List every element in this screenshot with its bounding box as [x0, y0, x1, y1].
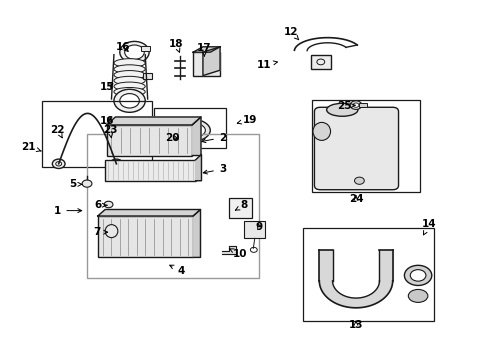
Text: 24: 24	[348, 194, 363, 204]
Text: 16: 16	[99, 116, 114, 126]
Bar	[87, 134, 259, 278]
Bar	[98, 216, 193, 257]
Text: 15: 15	[99, 82, 114, 92]
Ellipse shape	[114, 82, 145, 91]
Circle shape	[56, 162, 61, 166]
Bar	[141, 46, 149, 51]
Ellipse shape	[174, 122, 205, 138]
Bar	[41, 101, 151, 167]
Ellipse shape	[326, 103, 357, 116]
FancyBboxPatch shape	[314, 107, 398, 190]
Text: 17: 17	[197, 42, 211, 56]
Polygon shape	[193, 47, 220, 52]
Ellipse shape	[114, 76, 145, 85]
Bar	[310, 55, 330, 69]
Circle shape	[104, 201, 113, 208]
Text: 13: 13	[348, 320, 363, 330]
Text: 12: 12	[283, 27, 298, 40]
Circle shape	[349, 101, 361, 109]
Ellipse shape	[114, 87, 145, 96]
Text: 20: 20	[164, 132, 179, 143]
Ellipse shape	[114, 59, 145, 67]
Bar	[311, 100, 419, 192]
Polygon shape	[106, 117, 201, 125]
Polygon shape	[319, 281, 392, 308]
Ellipse shape	[166, 133, 181, 142]
Ellipse shape	[407, 289, 427, 302]
Circle shape	[409, 270, 425, 281]
Text: 10: 10	[229, 249, 246, 259]
Circle shape	[52, 159, 65, 168]
Polygon shape	[222, 246, 235, 254]
Ellipse shape	[114, 71, 145, 79]
Text: 23: 23	[102, 125, 117, 138]
Text: 8: 8	[235, 200, 247, 210]
Bar	[154, 108, 226, 148]
Bar	[303, 228, 433, 321]
Text: 2: 2	[202, 132, 225, 143]
Ellipse shape	[169, 119, 210, 142]
Text: 1: 1	[54, 206, 81, 216]
Ellipse shape	[312, 122, 330, 140]
Polygon shape	[195, 154, 201, 181]
Polygon shape	[379, 250, 392, 281]
Circle shape	[352, 103, 358, 107]
Text: 25: 25	[337, 101, 354, 111]
Circle shape	[120, 41, 149, 63]
Circle shape	[124, 45, 144, 59]
Polygon shape	[192, 117, 201, 156]
Bar	[193, 52, 220, 76]
Bar	[106, 125, 192, 156]
Polygon shape	[203, 47, 220, 76]
Text: 4: 4	[169, 265, 184, 276]
Text: 22: 22	[50, 125, 65, 138]
Bar	[143, 73, 152, 79]
Text: 19: 19	[237, 114, 257, 125]
Circle shape	[354, 177, 364, 184]
Text: 6: 6	[94, 200, 107, 210]
Ellipse shape	[105, 225, 118, 238]
Circle shape	[82, 180, 92, 187]
Text: 11: 11	[256, 60, 277, 70]
Text: 3: 3	[203, 164, 225, 174]
Bar	[228, 198, 252, 218]
Bar	[359, 103, 366, 107]
Text: 18: 18	[168, 39, 183, 52]
Circle shape	[120, 94, 139, 108]
Ellipse shape	[161, 130, 185, 145]
Ellipse shape	[114, 65, 145, 73]
Circle shape	[110, 159, 122, 168]
Bar	[105, 160, 195, 181]
Polygon shape	[319, 250, 332, 281]
Circle shape	[404, 265, 431, 285]
Text: 5: 5	[69, 179, 82, 189]
Bar	[244, 221, 264, 238]
Text: 7: 7	[93, 227, 107, 237]
Text: 21: 21	[21, 142, 41, 152]
Text: 9: 9	[255, 222, 262, 232]
Circle shape	[113, 162, 119, 166]
Circle shape	[114, 89, 145, 112]
Text: 14: 14	[421, 219, 436, 235]
Polygon shape	[98, 210, 200, 216]
Polygon shape	[193, 210, 200, 257]
Text: 16: 16	[116, 42, 130, 52]
